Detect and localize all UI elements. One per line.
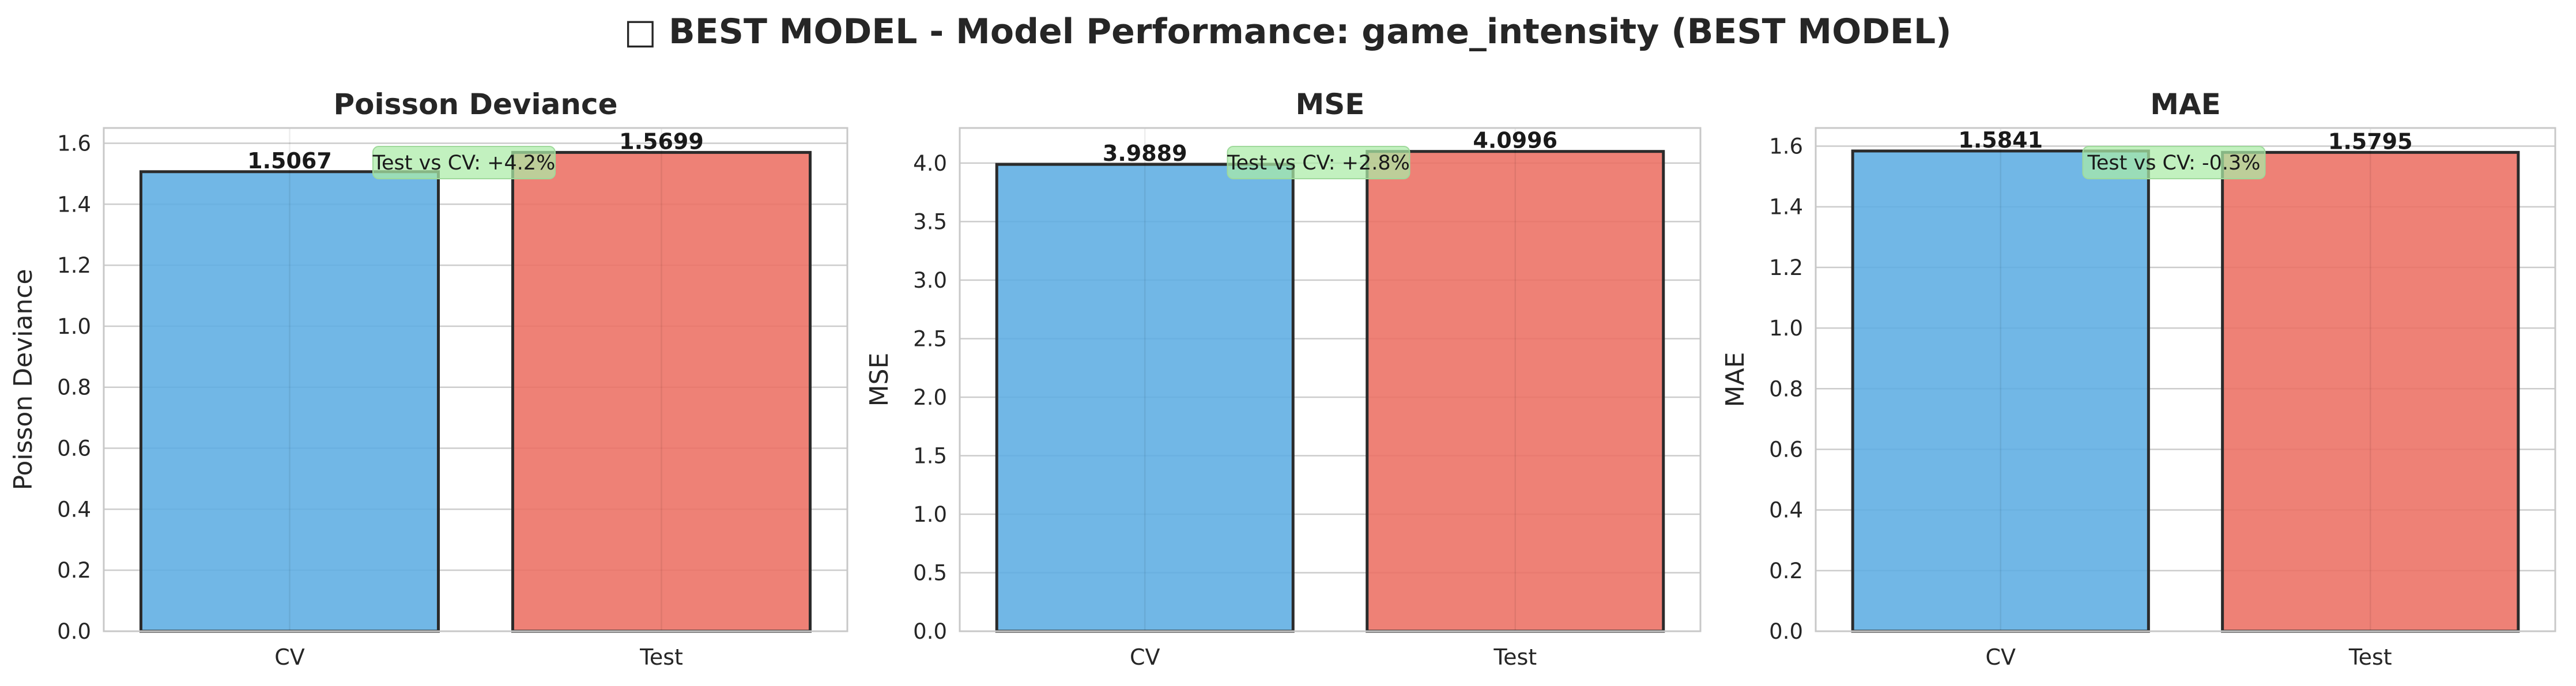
x-tick-label: Test [639, 644, 683, 670]
axes-frame [959, 127, 1702, 632]
bar-value-label: 1.5699 [619, 129, 704, 154]
y-tick-label: 0.8 [57, 375, 91, 400]
bar-value-label: 1.5795 [2328, 129, 2413, 154]
chart-panel-2: 0.0 0.5 1.0 1.5 2.0 2.5 3.0 3.5 4.0 3.9889 4.0996 C… [865, 88, 1702, 670]
annotation-text: Test vs CV: +2.8% [1227, 152, 1410, 175]
y-tick-label: 1.2 [57, 253, 91, 278]
x-tick-label: CV [1130, 644, 1160, 670]
x-tick-label: Test [1493, 644, 1537, 670]
y-tick-label: 1.0 [913, 502, 947, 527]
annotation-text: Test vs CV: -0.3% [2087, 152, 2260, 175]
y-tick-label: 0.5 [913, 560, 947, 585]
y-tick-label: 0.2 [1769, 559, 1803, 583]
bar-cv [139, 170, 440, 633]
y-tick-label: 1.6 [57, 131, 91, 156]
y-axis-label: MSE [865, 353, 894, 407]
y-tick-label: 0.4 [1769, 498, 1803, 523]
bar-value-label: 1.5841 [1958, 127, 2043, 153]
y-tick-label: 2.5 [913, 326, 947, 351]
y-tick-label: 0.0 [1769, 619, 1803, 644]
chart-title: MAE [2150, 88, 2221, 121]
y-axis-label: Poisson Deviance [9, 269, 38, 490]
y-tick-label: 2.0 [913, 385, 947, 410]
annotation-text: Test vs CV: +4.2% [372, 152, 556, 175]
annotation-box [372, 146, 556, 179]
y-tick-label: 0.6 [1769, 437, 1803, 462]
bar-value-label: 4.0996 [1473, 128, 1557, 153]
bar-test [1366, 150, 1665, 633]
x-tick-label: CV [274, 644, 305, 670]
figure-suptitle: □ BEST MODEL - Model Performance: game_i… [624, 12, 1951, 52]
axes-frame [1815, 127, 2556, 632]
bar-value-label: 3.9889 [1103, 141, 1187, 166]
y-tick-label: 1.6 [1769, 134, 1803, 159]
y-tick-label: 3.5 [913, 209, 947, 234]
charts-container: 0.0 0.2 0.4 0.6 0.8 1.0 1.2 1.4 1.6 1.5067 1.5699 C… [9, 88, 2556, 670]
annotation-box [2082, 146, 2266, 179]
x-tick-label: Test [2348, 644, 2392, 670]
chart-title: MSE [1296, 88, 1365, 121]
y-tick-label: 1.5 [913, 443, 947, 468]
y-tick-label: 4.0 [913, 151, 947, 176]
y-tick-label: 1.4 [57, 192, 91, 217]
bar-value-label: 1.5067 [247, 148, 332, 174]
y-tick-label: 1.2 [1769, 255, 1803, 280]
y-tick-label: 0.2 [57, 558, 91, 583]
bar-cv [995, 163, 1295, 633]
y-tick-label: 1.0 [1769, 316, 1803, 341]
y-tick-label: 1.0 [57, 314, 91, 339]
axes-frame [103, 127, 848, 632]
x-tick-label: CV [1985, 644, 2016, 670]
y-tick-label: 3.0 [913, 268, 947, 293]
annotation-box [1227, 146, 1410, 179]
y-tick-label: 0.0 [57, 619, 91, 644]
bar-test [2221, 150, 2520, 633]
bar-cv [1851, 149, 2150, 633]
y-tick-label: 0.6 [57, 436, 91, 461]
chart-title: Poisson Deviance [333, 88, 617, 121]
y-axis-label: MAE [1721, 352, 1750, 408]
chart-panel-1: 0.0 0.2 0.4 0.6 0.8 1.0 1.2 1.4 1.6 1.5067 1.5699 C… [9, 88, 848, 670]
y-tick-label: 1.4 [1769, 195, 1803, 220]
y-tick-label: 0.4 [57, 497, 91, 522]
y-tick-label: 0.0 [913, 619, 947, 644]
y-tick-label: 0.8 [1769, 376, 1803, 401]
chart-panel-3: 0.0 0.2 0.4 0.6 0.8 1.0 1.2 1.4 1.6 1.5841 1.5795 C… [1721, 88, 2556, 670]
